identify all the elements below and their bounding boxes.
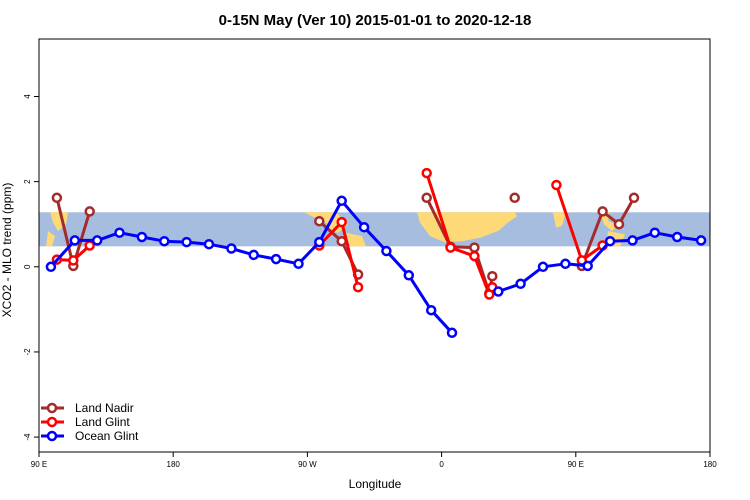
y-axis-ticks: -4 -2 0 2 4 [23,94,39,441]
land-glint-point [68,255,79,266]
land-glint-point [352,281,364,293]
land-glint-point [421,167,432,179]
land-nadir-point [84,206,95,217]
land-nadir-line [580,197,636,267]
land-nadir-point [51,192,63,204]
series-land-glint [51,167,608,300]
land-nadir-point [509,192,520,204]
land-nadir-point [613,218,625,230]
background-band-rect [39,212,710,247]
ocean-glint-point [270,253,282,265]
land-nadir-point [421,192,432,204]
ocean-glint-point [649,227,661,238]
series-layer [45,167,707,339]
legend-swatch-marker-land-nadir [46,402,58,414]
series-ocean-glint [45,195,707,339]
ocean-glint-point [381,245,392,257]
legend-swatch-marker-land-glint [46,416,58,428]
y-tick-label: 4 [23,94,32,99]
y-tick-label: -2 [23,348,32,356]
land-nadir-point [469,242,480,253]
ocean-glint-point [627,235,638,246]
ocean-glint-point [493,286,504,297]
ocean-glint-point [45,261,57,273]
y-tick-label: 0 [23,264,32,269]
legend-label-land-glint: Land Glint [75,415,130,429]
land-nadir-point [597,206,608,217]
ocean-glint-point [69,235,81,246]
ocean-glint-point [560,258,571,270]
ocean-glint-point [159,235,170,247]
y-tick-label: 2 [23,179,32,184]
x-tick-label: 180 [167,460,181,469]
land-nadir-point [628,192,640,204]
ocean-glint-point [226,243,237,254]
ocean-glint-point [515,278,526,290]
ocean-glint-point [314,236,325,248]
land-glint-point [469,250,480,262]
background-band [39,212,710,247]
ocean-glint-point [446,327,458,339]
ocean-glint-point [358,221,370,233]
ocean-glint-point [91,235,103,246]
x-axis-ticks: 90 E 180 90 W 0 90 E 180 [31,452,717,469]
land-shape-5 [553,212,566,228]
ocean-glint-point [403,270,415,281]
land-nadir-point [314,215,325,227]
legend-swatch-marker-ocean-glint [46,430,58,442]
ocean-glint-line [497,231,702,293]
chart-title: 0-15N May (Ver 10) 2015-01-01 to 2020-12… [219,12,532,29]
y-tick-label: -4 [23,433,32,441]
x-tick-label: 0 [439,460,444,469]
land-shape-3 [346,232,366,247]
land-shape-1 [46,231,55,247]
ocean-glint-point [425,304,437,316]
x-tick-label: 90 E [31,460,47,469]
ocean-glint-point [114,227,125,238]
legend-label-ocean-glint: Ocean Glint [75,429,139,443]
ocean-glint-point [181,236,192,248]
ocean-glint-point [537,261,549,273]
x-tick-label: 90 E [568,460,584,469]
ocean-glint-point [336,195,347,207]
legend-label-land-nadir: Land Nadir [75,401,134,415]
ocean-glint-point [248,249,259,261]
land-glint-point [551,179,562,191]
land-shape-6 [600,212,618,231]
y-axis-label: XCO2 - MLO trend (ppm) [0,183,14,318]
ocean-glint-point [695,235,707,246]
ocean-glint-point [604,235,616,247]
ocean-glint-point [136,231,148,243]
ocean-glint-point [582,260,593,272]
land-nadir-point [487,270,498,282]
plot-frame [38,38,711,453]
x-tick-label: 180 [703,460,717,469]
ocean-glint-point [671,231,683,243]
land-glint-point [445,242,456,253]
x-tick-label: 90 W [298,460,317,469]
legend: Land Nadir Land Glint Ocean Glint [41,401,139,443]
ocean-glint-point [293,258,304,270]
ocean-glint-point [203,238,215,250]
land-glint-point [336,216,347,228]
x-axis-label: Longitude [349,477,402,491]
